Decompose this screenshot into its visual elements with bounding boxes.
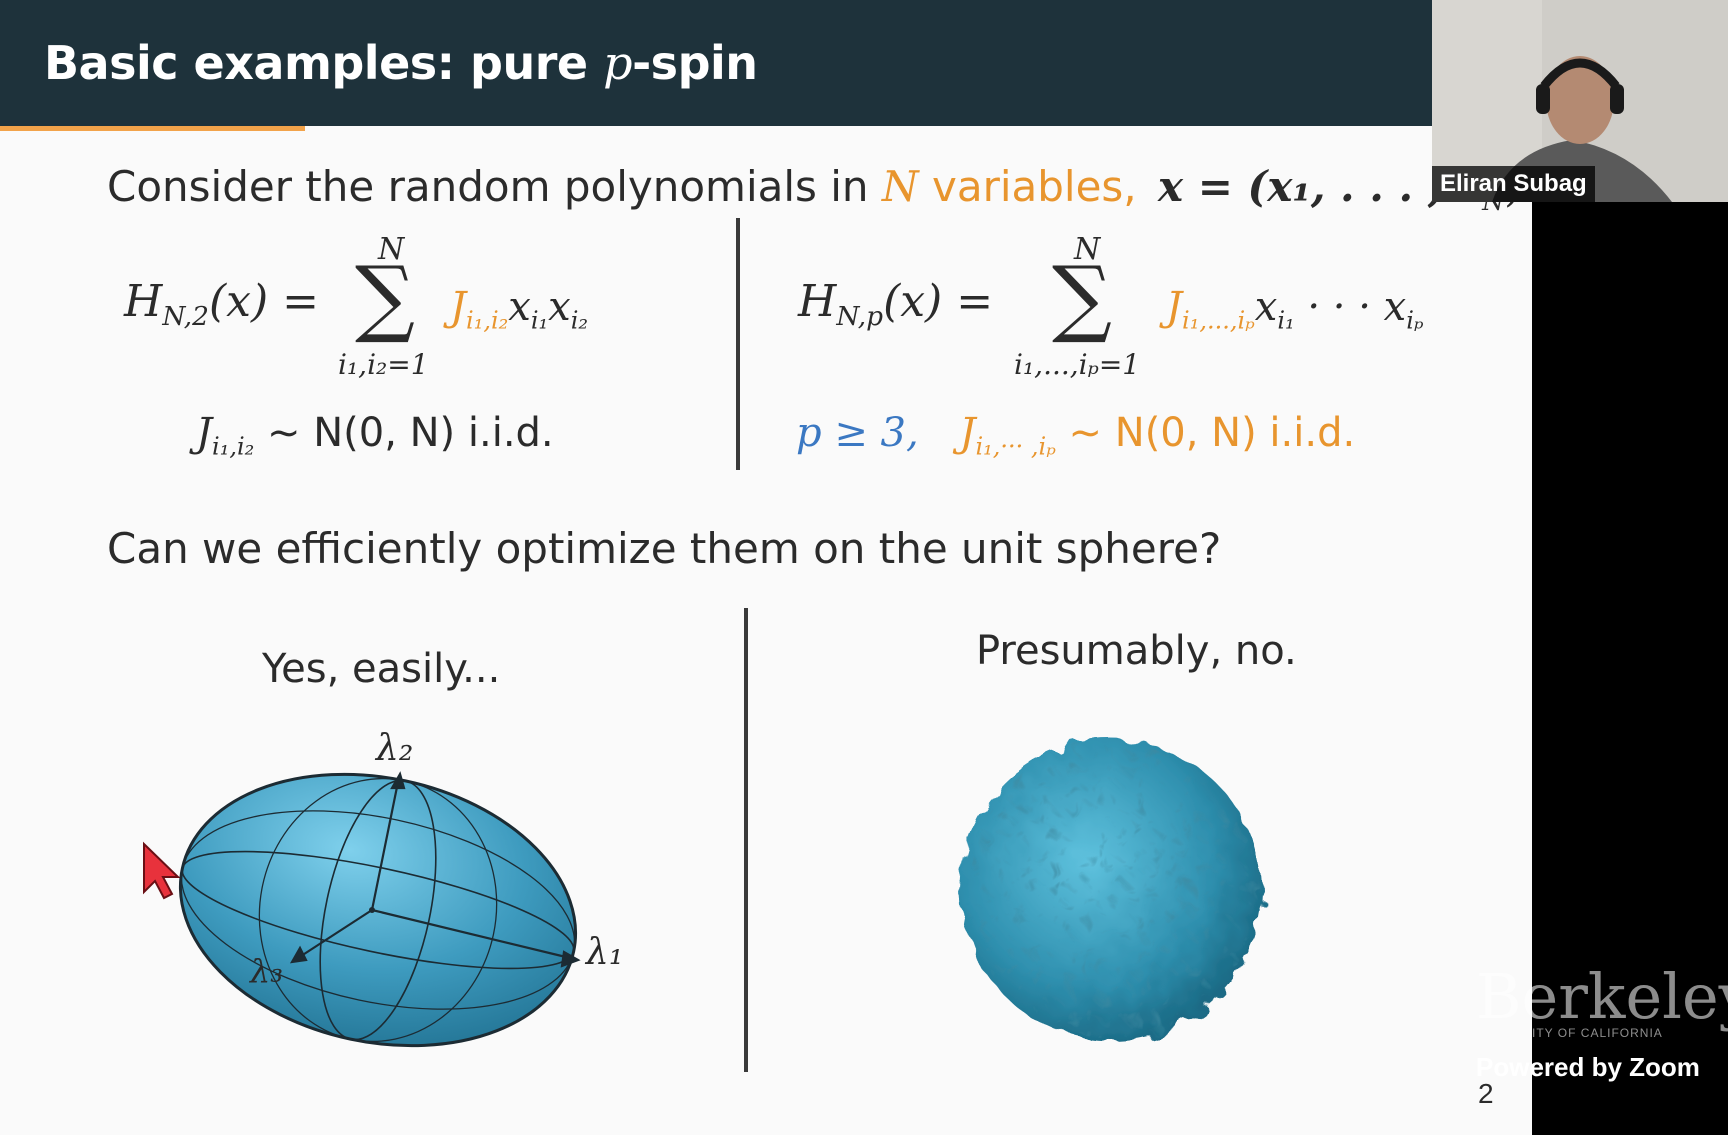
berkeley-watermark-sub: ITY OF CALIFORNIA: [1532, 1026, 1663, 1040]
slide-title: Basic examples: pure p-spin: [44, 36, 758, 90]
slide-title-bar: Basic examples: pure p-spin: [0, 0, 1532, 126]
sphere-texture: [965, 744, 1257, 1036]
intro-variables: variables,: [918, 162, 1137, 211]
right-p-condition: p ≥ 3,: [796, 410, 919, 456]
right-term-J: J: [1166, 284, 1183, 330]
left-sum-symbol: ∑: [355, 248, 415, 346]
right-dist-J-sub: i₁,··· ,iₚ: [975, 432, 1056, 461]
left-term-x2-sub: i₂: [570, 306, 588, 335]
right-term-x1-sub: i₁: [1277, 306, 1295, 335]
left-distribution: Ji₁,i₂ ∼ N(0, N) i.i.d.: [196, 410, 554, 460]
left-caption: Yes, easily...: [262, 646, 501, 692]
axis-arrows: [289, 771, 581, 968]
formula-divider: [736, 218, 740, 470]
left-term-J: J: [450, 284, 467, 330]
intro-N: N: [881, 162, 919, 211]
right-term-dots: · · · x: [1307, 284, 1407, 330]
left-dist-J-sub: i₁,i₂: [212, 432, 255, 461]
left-sum-term: Ji₁,i₂xi₁xi₂: [450, 284, 588, 334]
title-tail: -spin: [632, 36, 758, 90]
right-sum-symbol: ∑: [1052, 248, 1112, 346]
title-variable: p: [603, 36, 633, 90]
right-term-J-sub: i₁,...,iₚ: [1182, 306, 1255, 335]
lambda-1-label: λ₁: [586, 932, 624, 973]
participant-video-tile[interactable]: Eliran Subag: [1432, 0, 1728, 202]
right-H: H: [798, 276, 837, 327]
mouse-cursor-icon: [143, 841, 181, 900]
right-dist-rest: ∼ N(0, N) i.i.d.: [1068, 410, 1356, 456]
left-term-x1: x: [508, 284, 531, 330]
right-hamiltonian-lhs: HN,p(x) =: [798, 276, 993, 332]
left-dist-rest: ∼ N(0, N) i.i.d.: [267, 410, 554, 456]
right-H-arg: (x) =: [883, 276, 994, 327]
left-hamiltonian-lhs: HN,2(x) =: [124, 276, 319, 332]
left-dist-J: J: [196, 410, 213, 456]
rough-sphere-figure: [961, 740, 1261, 1040]
left-sum-upper: N: [378, 232, 405, 267]
ellipsoid: [178, 772, 578, 1048]
right-sum-term: Ji₁,...,iₚxi₁ · · · xiₚ: [1166, 284, 1423, 334]
intro-vector: x = (x₁, . . . , x: [1158, 162, 1483, 211]
right-sum-lower: i₁,...,iₚ=1: [1014, 348, 1141, 381]
right-term-x1: x: [1254, 284, 1278, 330]
lambda-3-label: λ₃: [250, 952, 284, 990]
ellipsoid-figure: [178, 771, 581, 1048]
left-H-arg: (x) =: [208, 276, 319, 327]
right-dist-J: J: [959, 410, 976, 456]
participant-name: Eliran Subag: [1432, 166, 1595, 202]
left-H: H: [124, 276, 163, 327]
right-caption: Presumably, no.: [976, 628, 1297, 674]
powered-by-zoom: Powered by Zoom: [1476, 1052, 1700, 1082]
presentation-slide: Basic examples: pure p-spin Consider the…: [0, 0, 1532, 1135]
question-text: Can we efficiently optimize them on the …: [107, 524, 1222, 573]
berkeley-watermark: Berkeley: [1476, 960, 1728, 1033]
page-number: 2: [1478, 1078, 1494, 1109]
right-sum-upper: N: [1074, 232, 1101, 267]
right-H-sub: N,p: [836, 301, 884, 333]
figure-divider: [744, 608, 748, 1072]
intro-text: Consider the random polynomials in: [107, 162, 882, 211]
title-accent-line: [0, 126, 305, 131]
left-sum-lower: i₁,i₂=1: [338, 348, 429, 381]
intro-sentence: Consider the random polynomials in N var…: [107, 162, 1532, 216]
title-text: Basic examples: pure: [44, 36, 604, 90]
right-term-xp-sub: iₚ: [1406, 306, 1424, 335]
left-term-x1-sub: i₁: [530, 306, 549, 335]
right-distribution: p ≥ 3, Ji₁,··· ,iₚ ∼ N(0, N) i.i.d.: [796, 410, 1355, 460]
lambda-2-label: λ₂: [376, 728, 414, 769]
left-term-x2: x: [548, 284, 571, 330]
left-H-sub: N,2: [162, 301, 209, 333]
left-term-J-sub: i₁,i₂: [466, 306, 509, 335]
